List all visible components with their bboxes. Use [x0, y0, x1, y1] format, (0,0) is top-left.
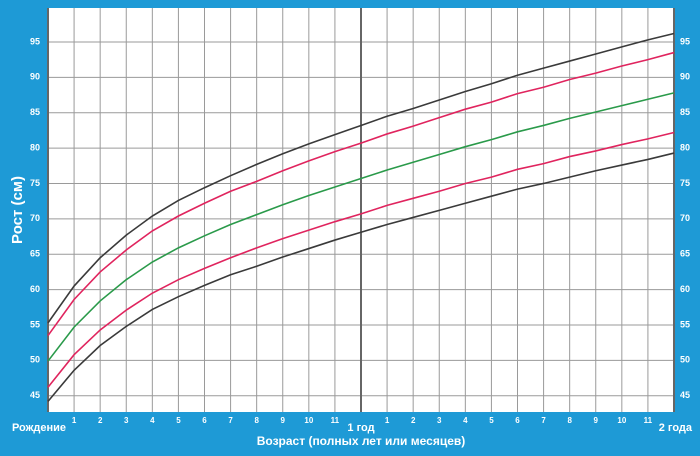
y-tick-label: 75	[30, 178, 40, 188]
y-tick-label-right: 75	[680, 178, 690, 188]
y-tick-label-right: 70	[680, 213, 690, 223]
series-line	[47, 51, 675, 337]
y-tick-label-right: 65	[680, 249, 690, 259]
y-tick-label-right: 80	[680, 142, 690, 152]
x-tick-label: 6	[515, 416, 520, 425]
x-tick-label: 4	[463, 416, 468, 425]
x-tick-label: 3	[124, 416, 129, 425]
y-tick-label: 60	[30, 284, 40, 294]
series-line	[47, 131, 675, 388]
y-tick-label: 50	[30, 355, 40, 365]
x-tick-label: Рождение	[12, 422, 66, 434]
x-tick-label: 8	[254, 416, 259, 425]
x-tick-label: 1 год	[347, 422, 374, 434]
y-tick-label: 85	[30, 107, 40, 117]
y-tick-label: 65	[30, 249, 40, 259]
x-tick-label: 9	[594, 416, 599, 425]
x-tick-label: 4	[150, 416, 155, 425]
y-tick-label-right: 60	[680, 284, 690, 294]
x-tick-label: 2 года	[659, 422, 693, 434]
x-tick-label: 2	[411, 416, 416, 425]
x-tick-label: 5	[489, 416, 494, 425]
x-tick-label: 1	[385, 416, 390, 425]
y-axis-title: Рост (см)	[9, 176, 26, 244]
x-axis-title: Возраст (полных лет или месяцев)	[257, 434, 466, 448]
y-tick-label-right: 45	[680, 390, 690, 400]
x-tick-label: 7	[228, 416, 233, 425]
x-tick-label: 7	[541, 416, 546, 425]
y-tick-label-right: 50	[680, 355, 690, 365]
y-tick-label-right: 90	[680, 72, 690, 82]
y-tick-label: 95	[30, 36, 40, 46]
x-tick-label: 10	[304, 416, 313, 425]
y-tick-label: 45	[30, 390, 40, 400]
series-line	[47, 32, 675, 324]
y-tick-label: 80	[30, 142, 40, 152]
x-tick-label: 1	[72, 416, 77, 425]
x-tick-label: 6	[202, 416, 207, 425]
x-tick-label: 9	[281, 416, 286, 425]
x-tick-label: 10	[617, 416, 626, 425]
series-line	[47, 92, 675, 362]
x-tick-label: 11	[644, 416, 653, 425]
series-line	[47, 152, 675, 402]
y-tick-label: 55	[30, 319, 40, 329]
x-tick-label: 3	[437, 416, 442, 425]
x-tick-label: 2	[98, 416, 103, 425]
x-tick-label: 5	[176, 416, 181, 425]
y-tick-label-right: 85	[680, 107, 690, 117]
y-tick-label: 70	[30, 213, 40, 223]
x-tick-label: 11	[331, 416, 340, 425]
y-tick-label-right: 55	[680, 319, 690, 329]
y-tick-label-right: 95	[680, 36, 690, 46]
x-tick-label: 8	[567, 416, 572, 425]
y-tick-label: 90	[30, 72, 40, 82]
